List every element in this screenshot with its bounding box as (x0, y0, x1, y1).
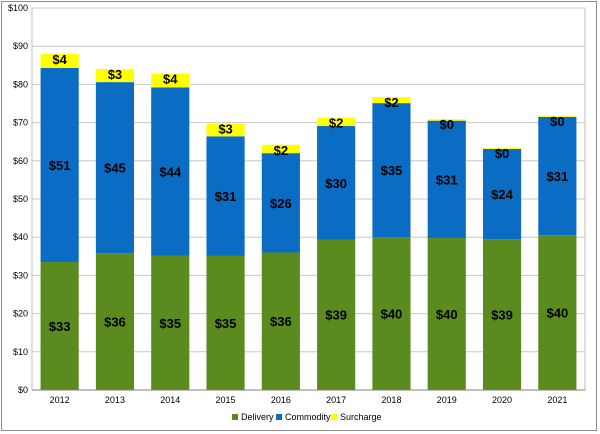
bar-segment-surcharge (40, 53, 79, 68)
bar-segment-commodity (427, 120, 466, 238)
legend-label: Delivery (241, 412, 274, 422)
data-label: $26 (270, 196, 292, 211)
y-tick-label: $10 (13, 347, 28, 357)
data-label: $40 (381, 307, 403, 322)
data-label: $40 (546, 306, 568, 321)
data-label: $45 (104, 161, 126, 176)
legend-swatch (276, 414, 282, 420)
data-label: $2 (384, 95, 398, 110)
y-tick-label: $80 (13, 79, 28, 89)
data-label: $35 (159, 316, 181, 331)
bar-segment-delivery (151, 255, 190, 390)
bar-segment-surcharge (206, 123, 245, 137)
x-tick-label: 2020 (492, 395, 512, 405)
x-tick-label: 2014 (160, 395, 180, 405)
legend-label: Commodity (285, 412, 331, 422)
x-tick-label: 2021 (547, 395, 567, 405)
bar-segment-surcharge (261, 144, 300, 154)
data-label: $31 (215, 189, 237, 204)
data-label: $39 (325, 308, 347, 323)
bar-segment-commodity (206, 136, 245, 256)
bar-segment-delivery (261, 252, 300, 390)
bar-segment-delivery (317, 239, 356, 390)
data-label: $36 (104, 315, 126, 330)
data-label: $36 (270, 314, 292, 329)
legend-swatch (331, 414, 337, 420)
bar-segment-commodity (482, 148, 522, 240)
x-tick-label: 2018 (381, 395, 401, 405)
x-tick-label: 2016 (271, 395, 291, 405)
y-tick-label: $30 (13, 270, 28, 280)
x-tick-label: 2015 (216, 395, 236, 405)
bar-segment-commodity (538, 116, 577, 236)
y-tick-label: $40 (13, 232, 28, 242)
data-label: $4 (163, 72, 178, 87)
bar-segment-commodity (317, 126, 356, 240)
legend-swatch (232, 414, 238, 420)
data-label: $33 (49, 319, 71, 334)
y-tick-label: $60 (13, 156, 28, 166)
y-tick-label: $100 (8, 3, 28, 13)
data-label: $3 (108, 67, 122, 82)
bar-segment-surcharge (372, 97, 411, 104)
data-label: $39 (491, 308, 513, 323)
x-tick-label: 2017 (326, 395, 346, 405)
bar-segment-delivery (427, 237, 466, 390)
bar-segment-delivery (482, 239, 522, 390)
data-label: $35 (381, 163, 403, 178)
data-label: $2 (329, 116, 343, 131)
x-tick-label: 2012 (50, 395, 70, 405)
y-tick-label: $20 (13, 309, 28, 319)
x-tick-label: 2013 (105, 395, 125, 405)
data-label: $51 (49, 158, 71, 173)
bar-segment-surcharge (427, 119, 466, 121)
y-tick-label: $70 (13, 118, 28, 128)
data-label: $30 (325, 176, 347, 191)
data-label: $31 (436, 172, 458, 187)
x-tick-label: 2019 (437, 395, 457, 405)
bar-segment-delivery (95, 253, 135, 390)
bar-segment-commodity (40, 67, 79, 263)
bar-segment-surcharge (538, 116, 577, 117)
data-label: $35 (215, 316, 237, 331)
data-label: $2 (274, 143, 288, 158)
bar-segment-delivery (372, 237, 411, 390)
data-label: $31 (546, 169, 568, 184)
bar-segment-commodity (372, 103, 411, 238)
bar-segment-delivery (538, 235, 577, 390)
data-label: $24 (491, 187, 513, 202)
data-label: $3 (218, 122, 232, 137)
data-label: $0 (440, 117, 454, 132)
legend-label: Surcharge (340, 412, 382, 422)
bar-segment-commodity (95, 82, 135, 254)
data-label: $44 (159, 164, 181, 179)
bar-segment-delivery (206, 255, 245, 390)
y-tick-label: $90 (13, 41, 28, 51)
bar-segment-commodity (151, 87, 190, 256)
data-label: $0 (495, 146, 509, 161)
bar-segment-delivery (40, 262, 79, 390)
data-label: $4 (52, 52, 67, 67)
y-tick-label: $50 (13, 194, 28, 204)
bar-segment-surcharge (482, 148, 522, 149)
y-tick-label: $0 (18, 385, 28, 395)
bar-segment-surcharge (317, 117, 356, 127)
data-label: $40 (436, 307, 458, 322)
bar-segment-surcharge (151, 73, 190, 88)
bar-segment-commodity (261, 153, 300, 253)
data-label: $0 (550, 114, 564, 129)
bar-segment-surcharge (95, 69, 135, 83)
